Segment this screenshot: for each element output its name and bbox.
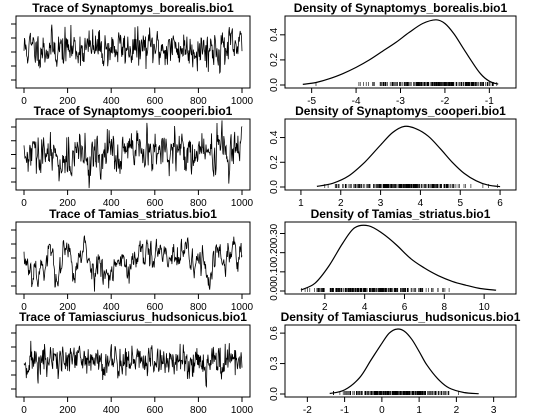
x-tick-label: -5 (307, 96, 316, 107)
x-tick-label: 4 (418, 198, 424, 209)
x-tick-label: 600 (146, 96, 163, 107)
x-tick-label: 800 (190, 198, 207, 209)
plot-frame (284, 221, 517, 295)
x-tick-label: 1000 (231, 198, 254, 209)
x-tick-label: 0 (379, 405, 385, 414)
x-tick-label: 5 (457, 198, 463, 209)
x-tick-label: -3 (396, 96, 405, 107)
plot-frame (284, 118, 517, 191)
panel-5: Trace of Tamias_striatus.bio1 0 200 400 600 8… (11, 207, 254, 313)
panel-6: Density of Tamias_striatus.bio1 2 4 6 8 10 0.0… (269, 207, 517, 313)
y-tick-label: 0.4 (269, 27, 280, 41)
x-tick-label: 800 (190, 405, 207, 414)
x-tick-label: 400 (103, 96, 120, 107)
plot-frame (284, 324, 517, 398)
panel-4: Density of Synaptomys_cooperi.bio1 1 2 3 4 5 6… (269, 104, 517, 209)
panel-8: Density of Tamiasciurus_hudsonicus.bio1 -… (269, 310, 521, 414)
trace-line (23, 235, 243, 292)
x-tick-label: 4 (362, 302, 368, 313)
x-tick-label: 200 (59, 96, 76, 107)
x-tick-label: 200 (59, 405, 76, 414)
panel-title: Density of Tamias_striatus.bio1 (311, 207, 491, 221)
rug-marks (324, 184, 498, 188)
x-tick-label: 2 (338, 198, 344, 209)
x-tick-label: 1000 (231, 96, 254, 107)
panel-2: Density of Synaptomys_borealis.bio1 -5 -4 -… (269, 1, 517, 107)
x-tick-label: -2 (440, 96, 449, 107)
trace-line (23, 120, 243, 189)
panel-3: Trace of Synaptomys_cooperi.bio1 0 200 400 6… (11, 104, 254, 209)
y-tick-label: 0.4 (269, 130, 280, 144)
y-tick-label: 0.3 (269, 356, 280, 370)
density-curve (329, 328, 479, 395)
y-tick-label: 0.0 (269, 387, 280, 401)
x-tick-label: 0 (21, 405, 27, 414)
rug-marks (315, 82, 498, 86)
y-tick-label: 0.00 (269, 281, 280, 301)
trace-line (23, 340, 243, 388)
rug-marks (301, 288, 450, 292)
x-tick-label: 600 (146, 302, 163, 313)
panel-title: Trace of Synaptomys_borealis.bio1 (32, 1, 234, 15)
panel-title: Density of Synaptomys_borealis.bio1 (294, 1, 508, 15)
y-tick-label: 0.0 (269, 78, 280, 92)
y-tick-label: 0.2 (269, 53, 280, 67)
x-tick-label: 400 (103, 302, 120, 313)
x-tick-label: 0 (21, 198, 27, 209)
x-tick-label: 6 (497, 198, 503, 209)
trace-line (23, 24, 243, 75)
y-tick-label: 0.20 (269, 242, 280, 262)
panel-7: Trace of Tamiasciurus_hudsonicus.bio1 0 20… (11, 310, 254, 414)
x-tick-label: 1000 (231, 302, 254, 313)
x-tick-label: 1 (416, 405, 422, 414)
x-tick-label: 1000 (231, 405, 254, 414)
x-tick-label: 200 (59, 302, 76, 313)
x-tick-label: 0 (21, 96, 27, 107)
y-tick-label: 0.30 (269, 223, 280, 243)
density-curve (302, 19, 499, 85)
x-tick-label: 600 (146, 198, 163, 209)
y-tick-label: 0.10 (269, 262, 280, 282)
x-tick-label: -4 (352, 96, 361, 107)
y-tick-label: 0.2 (269, 155, 280, 169)
x-tick-label: 0 (21, 302, 27, 313)
x-tick-label: 800 (190, 96, 207, 107)
x-tick-label: 400 (103, 198, 120, 209)
plot-frame (284, 15, 517, 89)
x-tick-label: 200 (59, 198, 76, 209)
panel-title: Density of Synaptomys_cooperi.bio1 (295, 104, 506, 118)
x-tick-label: -2 (303, 405, 312, 414)
x-tick-label: 600 (146, 405, 163, 414)
rug-marks (333, 391, 459, 395)
panel-title: Trace of Tamiasciurus_hudsonicus.bio1 (19, 310, 247, 324)
x-tick-label: -1 (340, 405, 349, 414)
panel-title: Trace of Synaptomys_cooperi.bio1 (34, 104, 233, 118)
y-tick-label: 0.6 (269, 326, 280, 340)
panel-title: Density of Tamiasciurus_hudsonicus.bio1 (281, 310, 521, 324)
x-tick-label: 1 (298, 198, 304, 209)
x-tick-label: 3 (491, 405, 497, 414)
x-tick-label: 3 (378, 198, 384, 209)
density-curve (316, 125, 501, 188)
panel-title: Trace of Tamias_striatus.bio1 (49, 207, 217, 221)
density-curve (300, 224, 497, 291)
x-tick-label: 6 (402, 302, 408, 313)
x-tick-label: 8 (442, 302, 448, 313)
x-tick-label: 2 (454, 405, 460, 414)
x-tick-label: 10 (479, 302, 491, 313)
panel-1: Trace of Synaptomys_borealis.bio1 0 200 400… (11, 1, 254, 107)
x-tick-label: -1 (485, 96, 494, 107)
y-tick-label: 0.0 (269, 180, 280, 194)
x-tick-label: 400 (103, 405, 120, 414)
x-tick-label: 2 (322, 302, 328, 313)
x-tick-label: 800 (190, 302, 207, 313)
